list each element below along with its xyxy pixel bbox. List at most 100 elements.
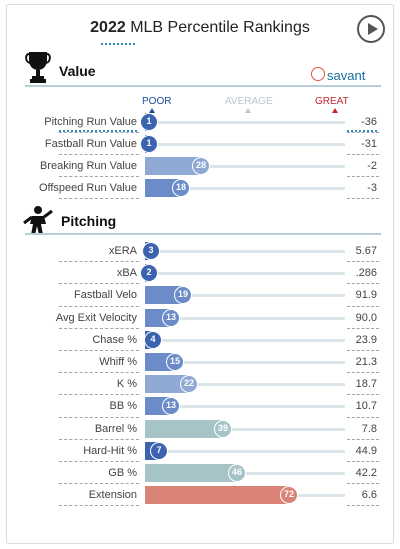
row-divider [59,483,139,485]
percentile-circle: 7 [150,441,168,460]
row-divider [347,283,379,285]
metric-row: Whiff % 15 21.3 [7,351,393,374]
play-button-icon[interactable] [357,15,385,43]
row-divider [59,154,139,155]
row-divider [59,505,139,507]
metric-value: 91.9 [355,289,377,302]
percentile-track [145,121,345,124]
metric-value: 42.2 [355,467,377,479]
metric-row: xBA 2 .286 [7,262,393,285]
row-divider [347,349,379,351]
percentile-card: 2022 MLB Percentile Rankings Value savan… [6,4,394,544]
percentile-bar [145,286,183,305]
row-divider [347,261,379,263]
metric-row: Extension 72 6.6 [7,484,393,507]
metric-value: 18.7 [355,378,377,391]
percentile-bar [145,486,289,505]
percentile-track [145,338,345,342]
percentile-bar [145,419,223,438]
metric-label: BB % [109,400,137,413]
metric-label: Whiff % [99,356,137,368]
metric-label: xBA [116,267,137,280]
percentile-track [145,165,345,168]
metric-row: Hard-Hit % 7 44.9 [7,440,393,462]
metric-label: Barrel % [94,422,137,435]
metric-label: Fastball Run Value [44,138,137,150]
metric-value: .286 [355,267,377,280]
section-divider [25,85,381,87]
row-divider [347,154,379,155]
highlight-marker-left [59,130,137,132]
percentile-track [145,316,345,320]
percentile-track [145,272,345,276]
metric-label: Breaking Run Value [39,160,137,172]
percentile-circle: 13 [162,397,180,416]
row-divider [347,394,379,396]
percentile-circle: 4 [144,330,162,349]
percentile-circle: 1 [140,135,158,153]
metric-label: GB % [108,467,137,479]
scale-poor-marker [149,108,155,113]
metric-value: 5.67 [355,245,377,257]
metric-value: -3 [367,182,377,194]
metric-label: Fastball Velo [74,289,137,302]
metric-value: -2 [367,160,377,172]
metric-row: Fastball Velo 19 91.9 [7,284,393,307]
metric-row: Barrel % 39 7.8 [7,418,393,440]
percentile-circle: 3 [142,242,160,260]
metric-value: -36 [361,116,377,128]
percentile-track [145,143,345,146]
percentile-bar [145,464,237,482]
row-divider [59,132,139,133]
row-divider [59,460,139,462]
percentile-bar [145,375,189,394]
row-divider [59,198,139,199]
percentile-track [145,383,345,387]
metric-row: Chase % 4 23.9 [7,329,393,351]
metric-label: Extension [88,489,137,502]
metric-value: 44.9 [355,444,377,457]
row-divider [347,305,379,307]
metric-row: Breaking Run Value 28 -2 [7,155,393,177]
percentile-track [145,187,345,190]
metric-row: Fastball Run Value 1 -31 [7,133,393,155]
row-divider [347,460,379,462]
section-title-pitching: Pitching [61,213,117,229]
percentile-circle: 13 [162,308,180,327]
metric-value: 23.9 [355,333,377,346]
row-divider [347,327,379,329]
metric-value: 21.3 [355,356,377,368]
scale-poor-label: POOR [142,96,172,107]
row-divider [347,132,379,133]
row-divider [347,438,379,440]
percentile-track [145,405,345,409]
percentile-track [145,427,345,431]
section-title-value: Value [59,63,96,79]
row-divider [59,283,139,285]
percentile-circle: 39 [214,419,232,438]
metric-row: GB % 46 42.2 [7,462,393,485]
percentile-circle: 28 [192,157,210,175]
scale-average-label: AVERAGE [225,96,273,107]
pitcher-icon [23,206,53,235]
percentile-circle: 22 [180,375,198,394]
metric-label: Avg Exit Velocity [55,311,137,324]
metric-label: Offspeed Run Value [38,182,137,194]
metric-row: Offspeed Run Value 18 -3 [7,177,393,199]
trophy-icon [25,52,51,83]
row-divider [59,305,139,307]
percentile-circle: 18 [172,179,190,197]
metric-value: 90.0 [355,311,377,324]
percentile-track [145,449,345,453]
brand-name: savant [327,68,366,83]
row-divider [59,176,139,177]
metric-row: Avg Exit Velocity 13 90.0 [7,307,393,329]
metric-label: K % [116,378,137,391]
row-divider [59,394,139,396]
percentile-bar [145,157,201,175]
row-divider [59,349,139,351]
scale-great-marker [332,108,338,113]
row-divider [59,372,139,374]
scale-average-marker [245,108,251,113]
metric-value: 7.8 [361,422,377,435]
